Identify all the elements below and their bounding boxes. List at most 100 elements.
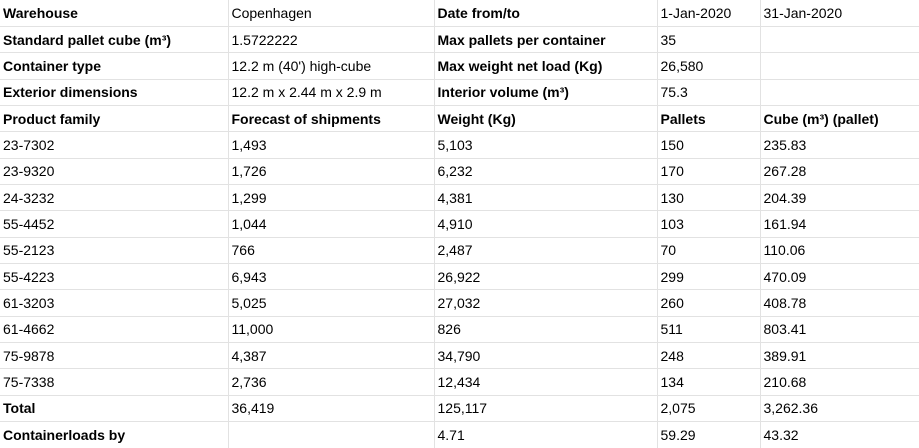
table-row: 61-3203 5,025 27,032 260 408.78	[0, 289, 919, 317]
cell-weight[interactable]: 826	[434, 316, 658, 343]
empty-cell[interactable]	[760, 26, 919, 54]
table-row: 75-9878 4,387 34,790 248 389.91	[0, 342, 919, 370]
empty-cell[interactable]	[228, 421, 435, 448]
pallet-cube-value[interactable]: 1.5722222	[228, 26, 435, 54]
cell-cube[interactable]: 470.09	[760, 263, 919, 291]
cell-cube[interactable]: 803.41	[760, 316, 919, 343]
cell-forecast[interactable]: 1,726	[228, 158, 435, 185]
max-pallets-label[interactable]: Max pallets per container	[434, 26, 658, 54]
cell-cube[interactable]: 389.91	[760, 342, 919, 370]
cell-product-family[interactable]: 61-3203	[0, 289, 229, 317]
total-weight[interactable]: 125,117	[434, 395, 658, 423]
table-row: 55-4223 6,943 26,922 299 470.09	[0, 263, 919, 291]
empty-cell[interactable]	[760, 52, 919, 80]
container-type-label[interactable]: Container type	[0, 52, 229, 80]
cell-product-family[interactable]: 75-9878	[0, 342, 229, 370]
cell-pallets[interactable]: 260	[657, 289, 761, 317]
containerloads-row: Containerloads by 4.71 59.29 43.32	[0, 421, 919, 448]
cell-forecast[interactable]: 1,299	[228, 184, 435, 212]
cell-product-family[interactable]: 55-4452	[0, 210, 229, 238]
date-to-value[interactable]: 31-Jan-2020	[760, 0, 919, 27]
cell-product-family[interactable]: 61-4662	[0, 316, 229, 343]
date-range-label[interactable]: Date from/to	[434, 0, 658, 27]
containerloads-cube[interactable]: 43.32	[763, 427, 799, 443]
containerloads-label[interactable]: Containerloads by	[0, 421, 229, 448]
table-row: 75-7338 2,736 12,434 134 210.68	[0, 368, 919, 396]
pallet-cube-label[interactable]: Standard pallet cube (m³)	[0, 26, 229, 54]
header-cube[interactable]: Cube (m³) (pallet)	[760, 105, 919, 133]
cell-weight[interactable]: 26,922	[434, 263, 658, 291]
table-row: 23-9320 1,726 6,232 170 267.28	[0, 158, 919, 185]
max-pallets-value[interactable]: 35	[657, 26, 761, 54]
cell-forecast[interactable]: 11,000	[228, 316, 435, 343]
total-forecast[interactable]: 36,419	[228, 395, 435, 423]
table-row: 55-4452 1,044 4,910 103 161.94	[0, 210, 919, 238]
cell-product-family[interactable]: 55-4223	[0, 263, 229, 291]
info-row-container-type: Container type 12.2 m (40') high-cube Ma…	[0, 52, 919, 80]
cell-forecast[interactable]: 1,044	[228, 210, 435, 238]
exterior-dimensions-label[interactable]: Exterior dimensions	[0, 79, 229, 106]
warehouse-label[interactable]: Warehouse	[0, 0, 229, 27]
exterior-dimensions-value[interactable]: 12.2 m x 2.44 m x 2.9 m	[228, 79, 435, 106]
cell-weight[interactable]: 12,434	[434, 368, 658, 396]
cell-forecast[interactable]: 4,387	[228, 342, 435, 370]
header-product-family[interactable]: Product family	[0, 105, 229, 133]
containerloads-pallets[interactable]: 59.29	[657, 421, 761, 448]
cell-pallets[interactable]: 299	[657, 263, 761, 291]
cell-cube[interactable]: 204.39	[760, 184, 919, 212]
cell-product-family[interactable]: 55-2123	[0, 237, 229, 264]
cell-pallets[interactable]: 248	[657, 342, 761, 370]
container-type-value[interactable]: 12.2 m (40') high-cube	[228, 52, 435, 80]
cell-product-family[interactable]: 24-3232	[0, 184, 229, 212]
cell-product-family[interactable]: 23-9320	[0, 158, 229, 185]
cell-cube[interactable]: 408.78	[760, 289, 919, 317]
max-weight-value[interactable]: 26,580	[657, 52, 761, 80]
cell-cube[interactable]: 110.06	[760, 237, 919, 264]
cell-forecast[interactable]: 6,943	[228, 263, 435, 291]
interior-volume-value[interactable]: 75.3	[657, 79, 761, 106]
cell-product-family[interactable]: 23-7302	[0, 131, 229, 159]
cell-weight[interactable]: 34,790	[434, 342, 658, 370]
cell-cube[interactable]: 161.94	[760, 210, 919, 238]
cell-cube[interactable]: 267.28	[760, 158, 919, 185]
containerloads-weight[interactable]: 4.71	[434, 421, 658, 448]
cell-forecast[interactable]: 5,025	[228, 289, 435, 317]
interior-volume-label[interactable]: Interior volume (m³)	[434, 79, 658, 106]
cell-pallets[interactable]: 511	[657, 316, 761, 343]
cell-product-family[interactable]: 75-7338	[0, 368, 229, 396]
empty-cell[interactable]	[760, 79, 919, 106]
cell-forecast[interactable]: 2,736	[228, 368, 435, 396]
table-row: 61-4662 11,000 826 511 803.41	[0, 316, 919, 343]
info-row-exterior-dimensions: Exterior dimensions 12.2 m x 2.44 m x 2.…	[0, 79, 919, 106]
cell-weight[interactable]: 5,103	[434, 131, 658, 159]
cell-pallets[interactable]: 70	[657, 237, 761, 264]
total-cube[interactable]: 3,262.36	[760, 395, 919, 423]
total-pallets[interactable]: 2,075	[657, 395, 761, 423]
cell-forecast[interactable]: 766	[228, 237, 435, 264]
cell-weight[interactable]: 6,232	[434, 158, 658, 185]
cell-weight[interactable]: 4,381	[434, 184, 658, 212]
header-forecast[interactable]: Forecast of shipments	[228, 105, 435, 133]
cell-weight[interactable]: 4,910	[434, 210, 658, 238]
cell-pallets[interactable]: 150	[657, 131, 761, 159]
cell-cube[interactable]: 210.68	[760, 368, 919, 396]
cell-weight[interactable]: 2,487	[434, 237, 658, 264]
cell-forecast[interactable]: 1,493	[228, 131, 435, 159]
warehouse-value[interactable]: Copenhagen	[228, 0, 435, 27]
max-weight-label[interactable]: Max weight net load (Kg)	[434, 52, 658, 80]
total-row: Total 36,419 125,117 2,075 3,262.36	[0, 395, 919, 423]
date-from-value[interactable]: 1-Jan-2020	[657, 0, 761, 27]
cell-pallets[interactable]: 170	[657, 158, 761, 185]
table-row: 23-7302 1,493 5,103 150 235.83	[0, 131, 919, 159]
cell-pallets[interactable]: 130	[657, 184, 761, 212]
info-row-warehouse: Warehouse Copenhagen Date from/to 1-Jan-…	[0, 0, 919, 27]
total-label[interactable]: Total	[0, 395, 229, 423]
cell-pallets[interactable]: 103	[657, 210, 761, 238]
cell-pallets[interactable]: 134	[657, 368, 761, 396]
cell-weight[interactable]: 27,032	[434, 289, 658, 317]
header-weight[interactable]: Weight (Kg)	[434, 105, 658, 133]
header-pallets[interactable]: Pallets	[657, 105, 761, 133]
cell-cube[interactable]: 235.83	[760, 131, 919, 159]
info-row-pallet-cube: Standard pallet cube (m³) 1.5722222 Max …	[0, 26, 919, 54]
